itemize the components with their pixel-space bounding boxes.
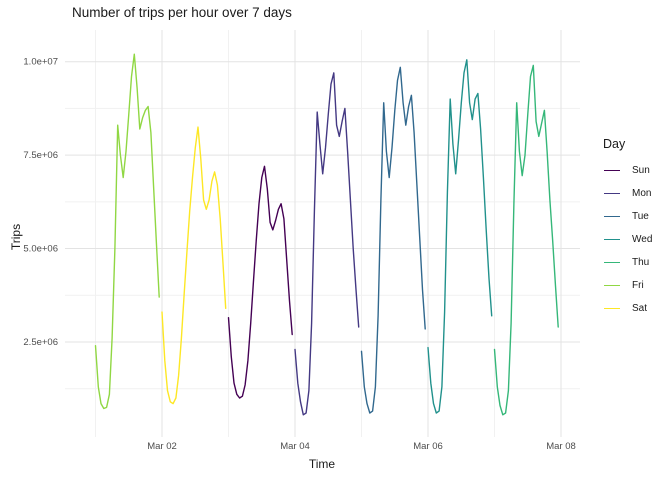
x-tick-label: Mar 08	[546, 441, 576, 452]
legend-key-line	[604, 239, 620, 240]
legend-label: Fri	[632, 280, 644, 291]
y-axis-title: Trips	[9, 223, 23, 251]
legend-entry: Fri	[596, 274, 652, 297]
legend-key-line	[604, 285, 620, 286]
x-tick-label: Mar 06	[413, 441, 443, 452]
legend-label: Tue	[632, 211, 649, 222]
legend-key-line	[604, 216, 620, 217]
legend-label: Thu	[632, 257, 650, 268]
legend-entry: Mon	[596, 182, 652, 205]
y-tick-label: 7.5e+06	[23, 150, 58, 161]
chart-title: Number of trips per hour over 7 days	[72, 5, 292, 20]
legend-entries: Sun Mon Tue Wed Thu Fri Sat	[596, 159, 652, 320]
series-line-wed	[427, 59, 493, 414]
series-line-sat	[161, 126, 227, 405]
legend-label: Sun	[632, 165, 650, 176]
x-tick-label: Mar 02	[147, 441, 177, 452]
x-tick-label: Mar 04	[280, 441, 310, 452]
legend-key-line	[604, 308, 620, 309]
y-tick-label: 2.5e+06	[23, 337, 58, 348]
legend-label: Mon	[632, 188, 652, 199]
legend-key-line	[604, 193, 620, 194]
legend-key-line	[604, 262, 620, 263]
y-tick-label: 5.0e+06	[23, 244, 58, 255]
legend-entry: Sat	[596, 297, 652, 320]
series-line-thu	[493, 64, 559, 416]
legend-entry: Sun	[596, 159, 652, 182]
legend-label: Wed	[632, 234, 653, 245]
legend-entry: Tue	[596, 205, 652, 228]
legend-key-line	[604, 170, 620, 171]
y-tick-label: 1.0e+07	[23, 57, 58, 68]
series-line-tue	[360, 66, 426, 414]
legend-entry: Wed	[596, 228, 652, 251]
legend-title: Day	[603, 137, 626, 151]
legend: Day Sun Mon Tue Wed Thu Fri Sat	[596, 137, 652, 320]
series-line-fri	[94, 53, 160, 410]
series-line-sun	[227, 165, 293, 399]
series-line-mon	[294, 72, 360, 416]
legend-label: Sat	[632, 303, 648, 314]
x-axis-title: Time	[308, 457, 336, 471]
legend-entry: Thu	[596, 251, 652, 274]
